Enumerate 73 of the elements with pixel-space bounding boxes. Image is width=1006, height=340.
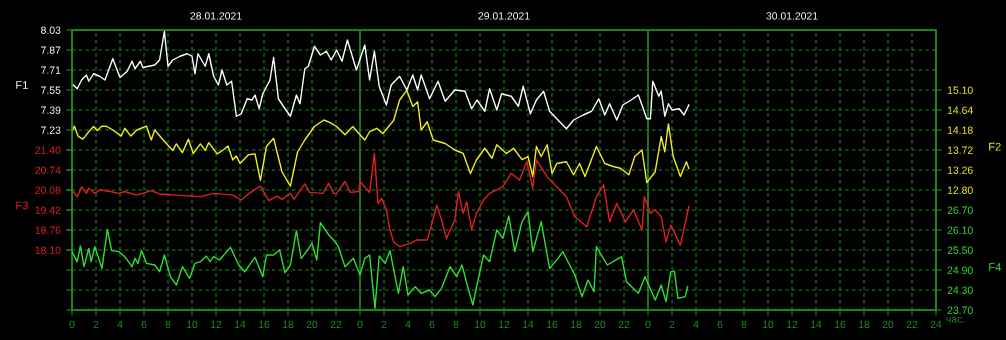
y-axis-title: F3 bbox=[16, 201, 28, 210]
y-tick-label: 8.03 bbox=[41, 26, 61, 34]
x-tick-label: 0 bbox=[645, 320, 651, 329]
x-tick-label: 24 bbox=[930, 320, 942, 328]
x-tick-label: 6 bbox=[141, 320, 147, 329]
y-tick-label: 18.76 bbox=[35, 226, 61, 234]
y2-tick-label: 23.70 bbox=[947, 306, 973, 314]
y-tick-label: 18.10 bbox=[35, 246, 61, 254]
x2-tick-label: 30.01.2021 bbox=[766, 12, 818, 20]
x-tick-label: 6 bbox=[429, 320, 435, 329]
x-tick-label: 22 bbox=[906, 320, 918, 328]
x-tick-label: 14 bbox=[235, 320, 246, 328]
y-tick-label: 7.71 bbox=[41, 66, 61, 74]
x-tick-label: 22 bbox=[330, 320, 342, 328]
x-tick-label: 8 bbox=[453, 320, 459, 329]
x-tick-label: 0 bbox=[69, 320, 75, 329]
x-tick-label: 6 bbox=[717, 320, 723, 329]
y2-tick-label: 14.18 bbox=[947, 126, 973, 134]
x-tick-label: 20 bbox=[306, 320, 318, 329]
x-tick-label: 10 bbox=[763, 320, 774, 329]
x-tick-label: 8 bbox=[741, 320, 747, 329]
y-tick-label: 21.40 bbox=[35, 146, 61, 154]
y2-tick-label: 25.50 bbox=[947, 246, 973, 254]
line-series bbox=[72, 89, 690, 187]
y2-axis-title: F4 bbox=[989, 263, 1001, 271]
y-tick-label: 20.74 bbox=[35, 166, 61, 174]
y2-tick-label: 26.10 bbox=[947, 226, 973, 234]
x-tick-label: 12 bbox=[211, 320, 222, 328]
x-tick-label: 0 bbox=[357, 320, 363, 329]
x-tick-label: 22 bbox=[618, 320, 630, 328]
y2-tick-label: 14.64 bbox=[947, 106, 973, 114]
x2-tick-label: 28.01.2021 bbox=[190, 12, 242, 20]
y2-tick-label: 26.70 bbox=[947, 206, 973, 214]
line-series bbox=[72, 30, 690, 130]
x-tick-label: 10 bbox=[187, 320, 198, 329]
x-tick-label: 20 bbox=[882, 320, 894, 329]
y-tick-label: 7.39 bbox=[41, 106, 61, 114]
y2-tick-label: 13.72 bbox=[947, 146, 973, 154]
x-tick-label: 20 bbox=[594, 320, 606, 329]
y2-tick-label: 13.26 bbox=[947, 166, 973, 174]
line-series bbox=[72, 152, 690, 248]
x-tick-label: 14 bbox=[811, 320, 822, 328]
x-tick-label: 2 bbox=[93, 320, 99, 328]
x-tick-label: 10 bbox=[475, 320, 486, 329]
x-tick-label: 14 bbox=[523, 320, 534, 328]
x-tick-label: 18 bbox=[571, 320, 582, 329]
x-tick-label: 18 bbox=[859, 320, 870, 329]
x-tick-label: 4 bbox=[405, 320, 411, 328]
x-tick-label: 16 bbox=[835, 320, 846, 329]
y-tick-label: 7.55 bbox=[41, 86, 61, 94]
line-series bbox=[72, 210, 689, 310]
y2-tick-label: 24.30 bbox=[947, 286, 973, 294]
x-tick-label: 2 bbox=[669, 320, 675, 328]
y-tick-label: 7.23 bbox=[41, 126, 61, 134]
y-axis-title: F1 bbox=[16, 81, 28, 89]
x2-tick-label: 29.01.2021 bbox=[478, 12, 530, 20]
x-tick-label: 4 bbox=[693, 320, 699, 328]
x-tick-label: 16 bbox=[259, 320, 270, 329]
y2-tick-label: 12.80 bbox=[947, 186, 973, 194]
x-tick-label: 16 bbox=[547, 320, 558, 329]
y-tick-label: 7.87 bbox=[41, 46, 61, 54]
x-tick-label: 18 bbox=[283, 320, 294, 329]
x-tick-label: 4 bbox=[117, 320, 123, 328]
x-tick-label: 12 bbox=[787, 320, 798, 328]
x-tick-label: 8 bbox=[165, 320, 171, 329]
y2-tick-label: 15.10 bbox=[947, 86, 973, 94]
y-tick-label: 20.08 bbox=[35, 186, 61, 194]
y2-tick-label: 24.90 bbox=[947, 266, 973, 274]
y-tick-label: 19.42 bbox=[35, 206, 61, 214]
x-tick-label: 12 bbox=[499, 320, 510, 328]
x-tick-label: 2 bbox=[381, 320, 387, 328]
x-axis-title: час. bbox=[946, 317, 965, 323]
y2-axis-title: F2 bbox=[989, 142, 1001, 151]
